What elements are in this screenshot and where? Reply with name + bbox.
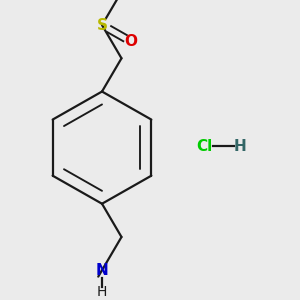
Text: N: N [96,263,108,278]
Text: H: H [97,285,107,299]
Text: O: O [124,34,137,49]
Text: H: H [234,139,246,154]
Text: Cl: Cl [196,139,212,154]
Text: S: S [97,17,107,32]
